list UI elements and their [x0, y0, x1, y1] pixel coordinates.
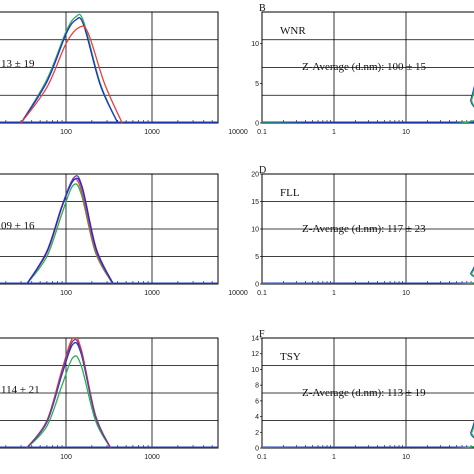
y-tick-label: 0 — [255, 446, 259, 453]
series-line — [262, 267, 474, 284]
series-line — [26, 355, 112, 448]
z-average-annotation: 13 ± 19 — [1, 58, 35, 70]
series-line — [26, 338, 112, 448]
y-tick-label: 12 — [251, 351, 259, 358]
series-line — [262, 423, 474, 448]
panel-letter: F — [259, 329, 265, 340]
series-line — [262, 420, 474, 448]
y-tick-label: 10 — [251, 41, 259, 48]
x-tick-label: 100 — [60, 454, 72, 461]
z-average-annotation: Z-Average (d.nm): 117 ± 23 — [302, 223, 426, 235]
y-tick-label: 10 — [251, 367, 259, 374]
y-tick-label: 15 — [251, 199, 259, 206]
x-tick-label: 1 — [332, 129, 336, 136]
x-tick-label: 1 — [332, 290, 336, 297]
x-tick-label: 1000 — [144, 290, 160, 297]
z-average-annotation: Z-Average (d.nm): 100 ± 15 — [302, 61, 427, 73]
panel-letter: B — [259, 3, 266, 14]
y-tick-label: 4 — [255, 414, 259, 421]
y-tick-label: 0 — [255, 121, 259, 128]
series-line — [26, 177, 114, 284]
series-line — [262, 85, 474, 123]
series-line — [20, 13, 119, 123]
panel-right-bottom: 0.1 1 10 0 2 4 6 8 10 12 14 F TSY Z-Average (d.nm): 1… — [251, 329, 474, 461]
panel-right-middle: 0.1 1 10 0 5 10 15 20 D FLL Z-Average (d.nm): 117 … — [251, 165, 474, 297]
x-tick-label: 10000 — [228, 129, 248, 136]
panel-right-top: 0.1 1 10 0 5 10 B WNR Z-Average (d.nm): 100 ± 15 — [251, 3, 474, 136]
y-tick-label: 5 — [255, 81, 259, 88]
z-average-annotation: 114 ± 21 — [1, 384, 40, 396]
x-tick-label: 0.1 — [257, 290, 267, 297]
y-tick-label: 10 — [251, 227, 259, 234]
y-tick-label: 14 — [251, 336, 259, 343]
series-line — [20, 25, 123, 123]
series-line — [262, 88, 474, 123]
x-tick-label: 100 — [60, 129, 72, 136]
y-tick-label: 8 — [255, 383, 259, 390]
series-line — [262, 266, 474, 284]
panel-left-top: 100 1000 10000 13 ± 19 — [0, 11, 248, 136]
y-tick-label: 6 — [255, 398, 259, 405]
sample-label: TSY — [280, 351, 301, 363]
y-tick-label: 0 — [255, 282, 259, 289]
y-tick-label: 5 — [255, 254, 259, 261]
x-tick-label: 10 — [402, 454, 410, 461]
x-tick-label: 1 — [332, 454, 336, 461]
x-tick-label: 0.1 — [257, 129, 267, 136]
panel-left-middle: 100 1000 10000 09 ± 16 — [0, 173, 248, 297]
y-tick-label: 20 — [251, 172, 259, 179]
sample-label: FLL — [280, 187, 300, 199]
panel-letter: D — [259, 165, 266, 176]
z-average-annotation: 09 ± 16 — [1, 220, 35, 232]
y-tick-label: 2 — [255, 430, 259, 437]
x-tick-label: 10 — [402, 290, 410, 297]
series-line — [20, 16, 119, 123]
series-line — [26, 183, 114, 284]
x-tick-label: 10 — [402, 129, 410, 136]
sample-label: WNR — [280, 25, 306, 37]
x-tick-label: 100 — [60, 290, 72, 297]
x-tick-label: 1000 — [144, 129, 160, 136]
x-tick-label: 1000 — [144, 454, 160, 461]
x-tick-label: 0.1 — [257, 454, 267, 461]
x-tick-label: 10000 — [228, 290, 248, 297]
panel-left-bottom: 100 1000 114 ± 21 — [0, 337, 219, 461]
z-average-annotation: Z-Average (d.nm): 113 ± 19 — [302, 387, 426, 399]
